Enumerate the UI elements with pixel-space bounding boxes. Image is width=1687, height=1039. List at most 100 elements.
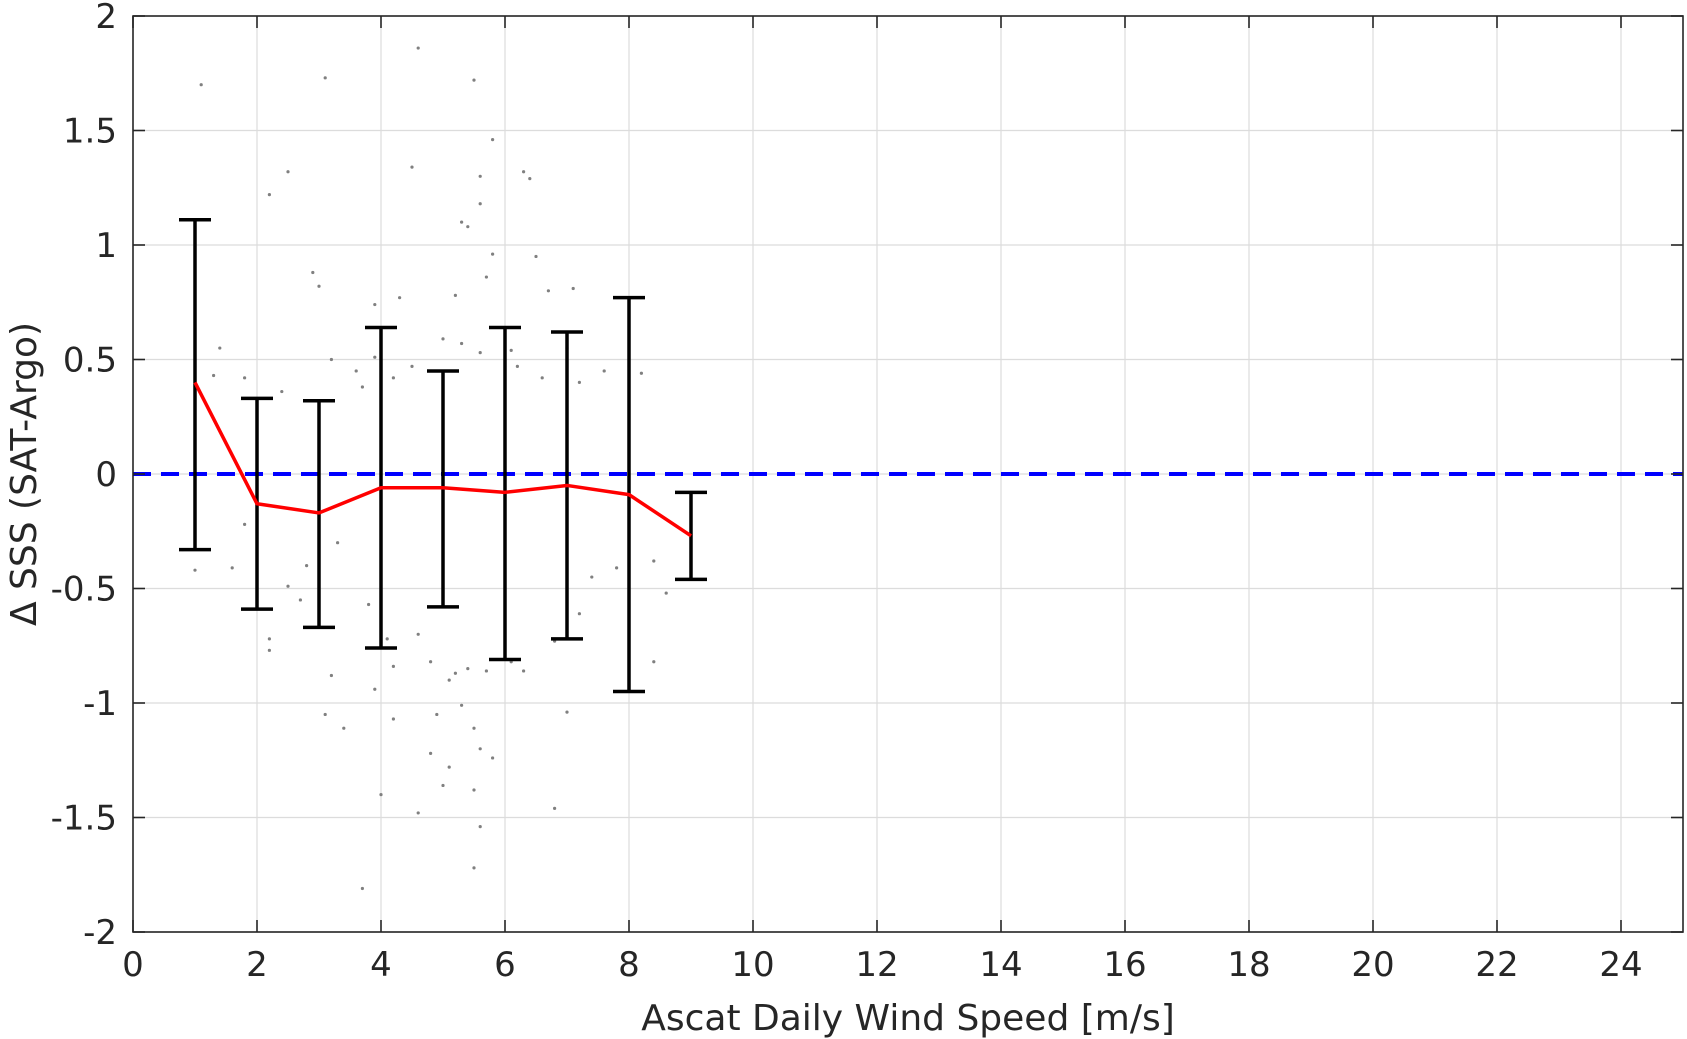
scatter-point xyxy=(373,302,377,307)
scatter-point xyxy=(385,637,389,641)
scatter-point xyxy=(410,364,414,368)
x-tick-labels: 0 2 4 6 8 10 12 14 16 18 20 22 24 xyxy=(122,16,1643,985)
scatter-point xyxy=(336,541,340,545)
scatter-point xyxy=(373,355,377,359)
scatter-point xyxy=(460,220,464,224)
scatter-point xyxy=(522,669,526,673)
y-tick-label: 0.5 xyxy=(63,341,117,381)
scatter-point xyxy=(317,284,321,288)
scatter-point xyxy=(280,389,284,394)
scatter-point xyxy=(391,717,395,721)
x-tick-label: 20 xyxy=(1351,945,1394,985)
scatter-point xyxy=(416,632,420,636)
scatter-point xyxy=(435,712,439,717)
scatter-point xyxy=(478,351,482,355)
scatter-point xyxy=(491,252,495,256)
scatter-point xyxy=(565,710,569,714)
x-tick-label: 2 xyxy=(246,945,268,985)
scatter-point xyxy=(267,193,271,197)
scatter-point xyxy=(267,637,271,641)
y-tick-label: -0.5 xyxy=(51,570,117,610)
scatter-point xyxy=(441,783,445,788)
scatter-point xyxy=(515,364,520,368)
y-tick-label: 1 xyxy=(95,226,117,266)
x-tick-label: 10 xyxy=(731,945,774,985)
scatter-point xyxy=(379,793,383,797)
scatter-point xyxy=(410,165,414,169)
y-tick-label: 1.5 xyxy=(63,112,117,152)
error-bars xyxy=(179,218,707,694)
scatter-point xyxy=(546,289,551,293)
scatter-point xyxy=(571,286,575,291)
y-axis-title: Δ SSS (SAT-Argo) xyxy=(4,322,45,626)
x-tick-label: 0 xyxy=(122,945,144,985)
y-tick-label: -1.5 xyxy=(51,799,117,839)
scatter-point xyxy=(577,612,582,616)
scatter-point xyxy=(398,296,402,300)
mean-line-path xyxy=(193,381,692,538)
scatter-point xyxy=(218,346,222,350)
scatter-point xyxy=(484,275,488,279)
x-tick-label: 8 xyxy=(618,945,640,985)
scatter-point xyxy=(590,575,594,579)
scatter-point xyxy=(429,660,433,664)
y-tick-label: 0 xyxy=(95,455,117,495)
scatter-point xyxy=(491,756,495,760)
mean-line xyxy=(193,381,692,538)
y-tick-labels: 2 1.5 1 0.5 0 -0.5 -1 -1.5 -2 xyxy=(51,0,1683,953)
scatter-point xyxy=(429,751,433,755)
x-tick-label: 24 xyxy=(1599,945,1642,985)
scatter-point xyxy=(472,788,476,792)
y-tick-label: -2 xyxy=(83,913,117,953)
scatter-point xyxy=(286,584,290,588)
x-tick-label: 18 xyxy=(1227,945,1270,985)
x-tick-label: 4 xyxy=(370,945,392,985)
scatter-point xyxy=(577,380,582,384)
scatter-point xyxy=(460,703,464,707)
scatter-point xyxy=(460,341,464,346)
y-tick-label: -1 xyxy=(83,684,117,724)
scatter-point xyxy=(367,602,371,607)
scatter-point xyxy=(472,78,476,82)
scatter-point xyxy=(466,667,470,671)
scatter-point xyxy=(447,678,451,682)
scatter-point xyxy=(652,660,656,664)
scatter-point xyxy=(298,598,302,602)
scatter-point xyxy=(342,726,346,730)
scatter-point xyxy=(441,337,445,341)
scatter-point xyxy=(522,170,526,174)
scatter-point xyxy=(553,806,557,810)
scatter-point xyxy=(534,254,538,259)
scatter-point xyxy=(478,747,482,751)
scatter-point xyxy=(212,373,216,378)
scatter-point xyxy=(391,664,395,668)
x-tick-label: 22 xyxy=(1475,945,1518,985)
scatter-point xyxy=(652,559,656,563)
scatter-point xyxy=(305,564,309,568)
x-tick-label: 6 xyxy=(494,945,516,985)
scatter-point xyxy=(484,669,488,673)
scatter-point xyxy=(243,376,247,380)
scatter-point xyxy=(491,138,495,142)
scatter-point xyxy=(373,687,377,691)
scatter-point xyxy=(416,811,420,815)
scatter-point xyxy=(360,886,364,891)
scatter-points xyxy=(181,46,668,891)
x-tick-label: 14 xyxy=(979,945,1022,985)
scatter-point xyxy=(453,671,457,675)
scatter-point xyxy=(329,673,333,678)
scatter-point xyxy=(509,348,513,352)
scatter-point xyxy=(602,369,606,373)
scatter-point xyxy=(478,202,482,206)
scatter-point xyxy=(267,648,271,652)
scatter-point xyxy=(453,293,457,297)
scatter-point xyxy=(323,712,327,717)
scatter-point xyxy=(230,566,234,570)
scatter-point xyxy=(472,726,476,730)
scatter-point xyxy=(472,866,476,870)
scatter-point xyxy=(528,176,532,181)
x-tick-label: 16 xyxy=(1103,945,1146,985)
scatter-point xyxy=(540,376,544,380)
scatter-point xyxy=(478,174,482,178)
